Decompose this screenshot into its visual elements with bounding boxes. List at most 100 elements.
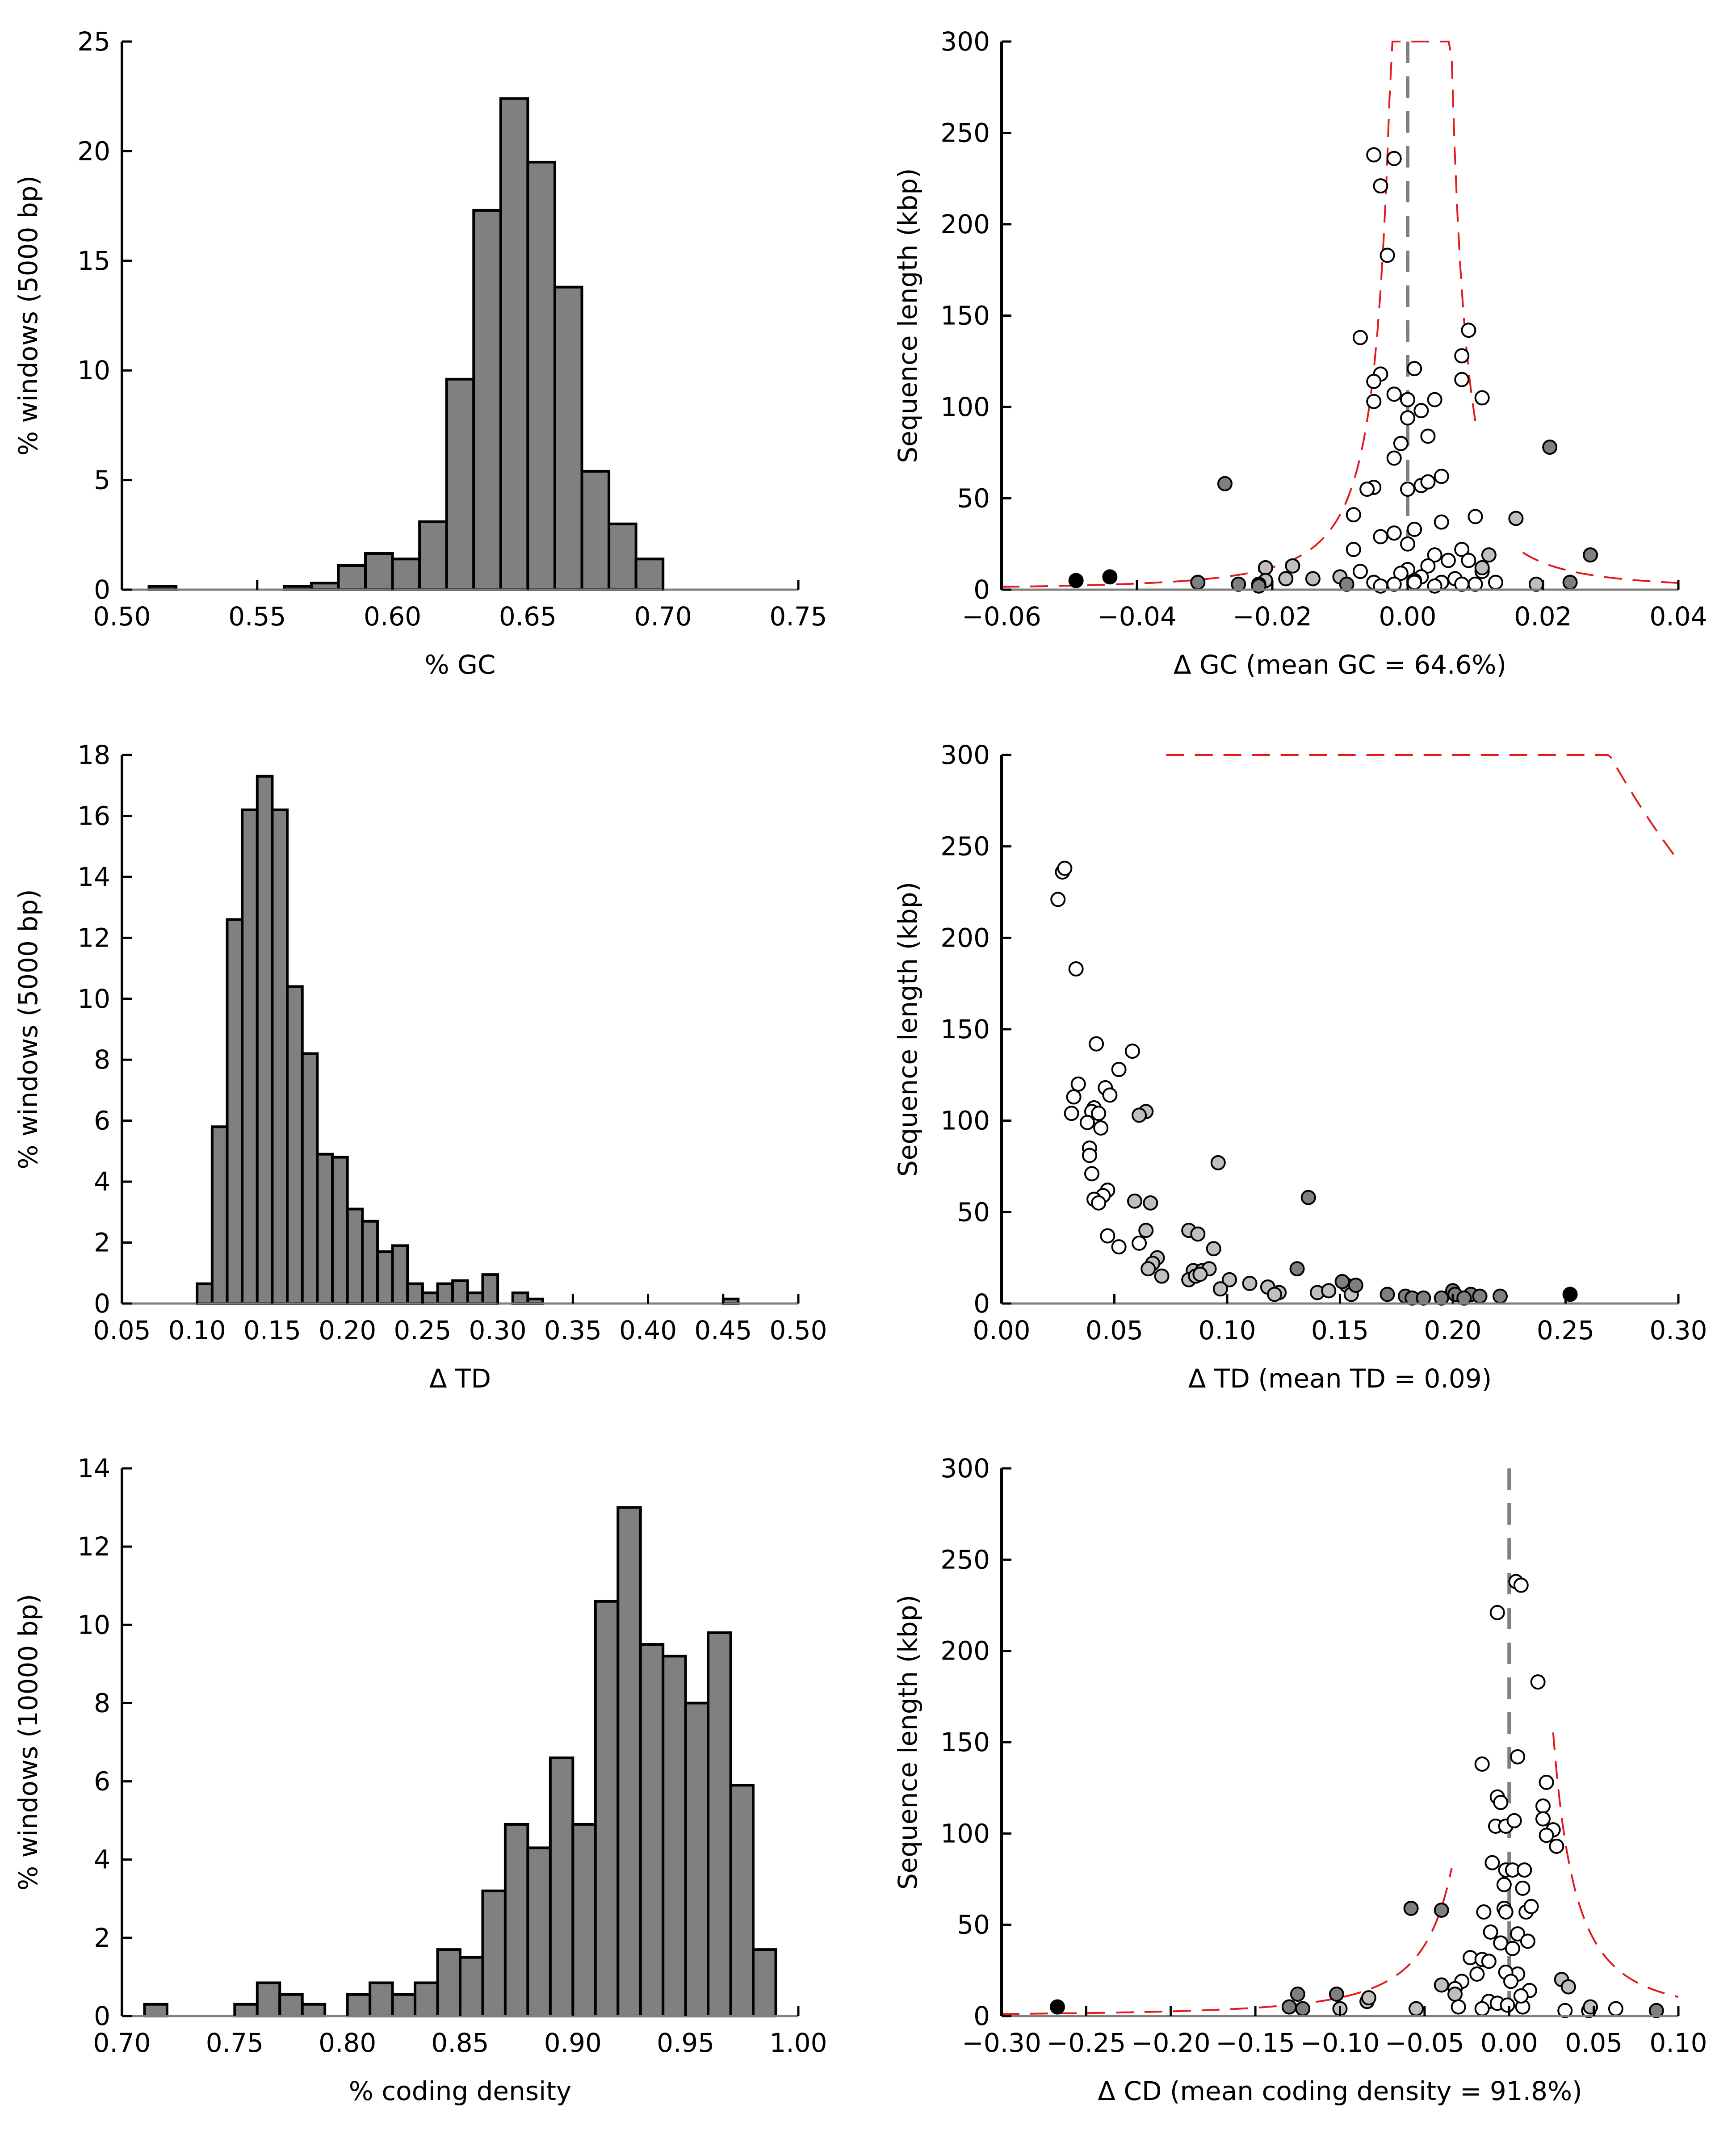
scatter-point-68 (1472, 1288, 1488, 1304)
gc-scatter-panel: 0 50 100 150 200 250 300 −0.06 −0.04 −0.02 0.00 0.0… (893, 26, 1707, 680)
scatter-point-8 (1407, 361, 1422, 377)
y-tick-label: 10 (77, 1610, 110, 1640)
scatter-point-28 (1468, 509, 1483, 524)
x-tick-label: −0.25 (1047, 2028, 1126, 2058)
scatter-point-2 (1513, 1577, 1529, 1593)
scatter-point-62 (1281, 1999, 1297, 2015)
scatter-point-25 (1523, 1899, 1539, 1914)
scatter-point-63 (1416, 1290, 1431, 1306)
x-tick-label: 1.00 (769, 2028, 827, 2058)
x-tick-label: 0.05 (1565, 2028, 1623, 2058)
scatter-point-25 (1111, 1239, 1127, 1255)
y-tick-label: 5 (94, 465, 110, 495)
scatter-point-10 (1102, 1087, 1118, 1103)
x-tick-label: 0.25 (394, 1315, 451, 1346)
scatter-point-21 (1496, 1877, 1512, 1892)
x-tick-label: 0.02 (1514, 601, 1572, 632)
y-tick-label: 16 (77, 801, 110, 831)
scatter-point-34 (1454, 542, 1470, 558)
histogram-bar-18 (466, 1291, 484, 1305)
threshold-curve (1166, 754, 1679, 861)
scatter-point-9 (1535, 1798, 1551, 1814)
histogram-bar-9 (436, 1948, 461, 2017)
scatter-point-64 (1305, 571, 1321, 587)
y-tick-label: 0 (973, 2001, 990, 2031)
x-tick-label: −0.06 (962, 601, 1041, 632)
y-tick-label: 2 (94, 1228, 110, 1258)
x-tick-label: 0.95 (657, 2028, 714, 2058)
scatter-point-70 (1456, 1290, 1472, 1306)
scatter-point-47 (1474, 2001, 1490, 2016)
x-tick-label: 0.04 (1649, 601, 1707, 632)
y-tick-label: 300 (940, 740, 990, 770)
scatter-point-74 (1339, 576, 1354, 592)
x-axis-label: Δ TD (429, 1363, 491, 1394)
x-axis-label: Δ TD (mean TD = 0.09) (1188, 1363, 1492, 1394)
y-tick-label: 200 (940, 209, 990, 239)
scatter-point-38 (1420, 558, 1436, 574)
histogram-bar-2 (256, 1981, 281, 2018)
y-tick-label: 50 (957, 483, 990, 514)
scatter-point-48 (1267, 1287, 1283, 1302)
scatter-point-25 (1400, 482, 1415, 497)
y-tick-label: 8 (94, 1688, 110, 1718)
y-tick-label: 4 (94, 1845, 110, 1875)
scatter-point-45 (1242, 1275, 1258, 1291)
scatter-point-26 (1420, 474, 1436, 490)
x-tick-label: 0.20 (1424, 1315, 1481, 1346)
histogram-bar-18 (639, 1643, 665, 2018)
scatter-point-67 (1434, 1902, 1449, 1918)
histogram-bar-9 (499, 97, 529, 591)
x-tick-label: −0.20 (1131, 2028, 1211, 2058)
y-tick-label: 100 (940, 392, 990, 422)
scatter-point-24 (1100, 1228, 1115, 1244)
threshold-curve-left (1001, 1868, 1453, 2015)
scatter-point-20 (1386, 450, 1402, 466)
histogram-bar-20 (511, 1291, 529, 1305)
scatter-point-31 (1138, 1223, 1154, 1238)
scatter-point-57 (1481, 547, 1497, 563)
x-tick-label: 0.25 (1537, 1315, 1594, 1346)
y-axis-label: % windows (5000 bp) (13, 889, 43, 1169)
x-tick-label: 0.00 (1379, 601, 1436, 632)
scatter-point-64 (1295, 2001, 1311, 2016)
scatter-point-32 (1520, 1933, 1535, 1949)
histogram-bar-1 (210, 1125, 229, 1305)
x-tick-label: −0.10 (1300, 2028, 1380, 2058)
scatter-point-15 (1539, 1828, 1554, 1843)
scatter-point-67 (1217, 476, 1233, 491)
scatter-point-56 (1508, 511, 1524, 526)
scatter-point-13 (1506, 1813, 1522, 1828)
td-histogram-panel: 0 2 4 6 8 10 12 14 16 18 0.05 0.10 0.15 0.20 0.25 0.30 0… (13, 740, 827, 1394)
histogram-bar-12 (376, 1250, 394, 1305)
scatter-point-56 (1447, 1986, 1463, 2002)
x-tick-label: 0.75 (769, 601, 827, 632)
y-axis-label: Sequence length (kbp) (893, 1595, 923, 1890)
scatter-point-48 (1557, 2003, 1573, 2018)
scatter-point-55 (1440, 553, 1456, 568)
scatter-point-41 (1206, 1241, 1221, 1257)
histogram-bar-3 (337, 564, 367, 591)
scatter-point-26 (1476, 1904, 1492, 1920)
y-tick-label: 100 (940, 1106, 990, 1136)
x-tick-label: 0.55 (228, 601, 286, 632)
scatter-point-55 (1434, 1977, 1449, 1993)
y-tick-label: 0 (94, 574, 110, 605)
histogram-bar-9 (331, 1156, 349, 1305)
histogram-bar-7 (445, 377, 475, 591)
scatter-point-71 (1190, 574, 1206, 590)
y-tick-label: 20 (77, 136, 110, 166)
x-tick-label: 0.05 (93, 1315, 151, 1346)
x-tick-label: 0.30 (1649, 1315, 1707, 1346)
scatter-point-19 (1393, 436, 1409, 451)
scatter-point-54 (1560, 1979, 1576, 1995)
scatter-point-53 (1210, 1155, 1226, 1170)
x-tick-label: 0.30 (469, 1315, 527, 1346)
histogram-bar-5 (346, 1993, 372, 2018)
scatter-point-16 (1413, 403, 1429, 419)
scatter-point-52 (1500, 1997, 1515, 2013)
histogram-bar-3 (278, 1993, 304, 2018)
scatter-point-60 (1380, 1287, 1395, 1302)
scatter-point-30 (1143, 1195, 1158, 1211)
